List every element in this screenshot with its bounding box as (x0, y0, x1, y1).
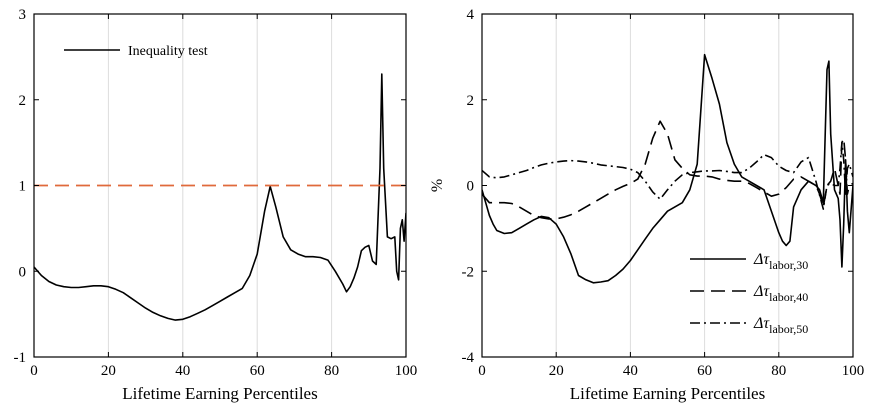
right-ytick-label-2: 2 (467, 93, 475, 109)
left-series-line-1 (34, 73, 406, 321)
right-legend-label-3: Δτlabor,50 (753, 315, 808, 336)
right-ytick-label-0: 0 (467, 179, 475, 195)
right-ytick-label--2: -2 (462, 264, 475, 280)
right-xtick-label-100: 100 (842, 363, 865, 379)
left-xtick-label-60: 60 (250, 363, 265, 379)
right-axes-box (481, 13, 854, 358)
left-ytick-label-1: 1 (19, 179, 27, 195)
left-xtick-label-80: 80 (324, 363, 339, 379)
left-ytick-label-0: 0 (19, 264, 27, 280)
right-xtick-label-0: 0 (478, 363, 486, 379)
left-xtick-label-0: 0 (30, 363, 38, 379)
right-y-axis-label: % (429, 179, 446, 192)
right-legend-label-1: Δτlabor,30 (753, 251, 808, 272)
right-legend-label-2: Δτlabor,40 (753, 283, 808, 304)
left-xtick-label-40: 40 (175, 363, 190, 379)
left-xtick-label-100: 100 (395, 363, 418, 379)
right-x-axis-label: Lifetime Earning Percentiles (570, 384, 765, 403)
right-xtick-label-80: 80 (771, 363, 786, 379)
right-series-line-2 (482, 120, 853, 220)
left-ytick-label-2: 2 (19, 93, 27, 109)
right-series-line-1 (482, 53, 853, 284)
left-x-axis-label: Lifetime Earning Percentiles (122, 384, 317, 403)
left-ytick-label-3: 3 (19, 7, 27, 23)
right-ytick-label--4: -4 (462, 350, 475, 366)
right-xtick-label-60: 60 (697, 363, 712, 379)
left-legend: Inequality test (64, 44, 208, 59)
right-legend: Δτlabor,30 Δτlabor,40 Δτlabor,50 (690, 251, 808, 336)
right-xtick-label-40: 40 (623, 363, 638, 379)
left-xtick-label-20: 20 (101, 363, 116, 379)
right-xtick-label-20: 20 (549, 363, 564, 379)
right-series-line-3 (482, 141, 853, 210)
right-ytick-label-4: 4 (467, 7, 475, 23)
right-panel: 0 20 40 60 80 100 -4 -2 0 2 4 Lifetime Earning Perc… (429, 7, 864, 403)
left-ytick-label--1: -1 (14, 350, 27, 366)
left-legend-label-1: Inequality test (128, 44, 208, 59)
